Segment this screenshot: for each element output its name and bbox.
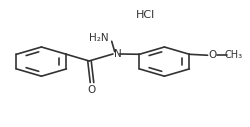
Text: CH₃: CH₃ [224,50,242,60]
Text: H₂N: H₂N [89,33,108,43]
Text: O: O [87,85,95,94]
Text: HCl: HCl [136,10,154,20]
Text: N: N [113,49,121,59]
Text: O: O [207,50,215,60]
